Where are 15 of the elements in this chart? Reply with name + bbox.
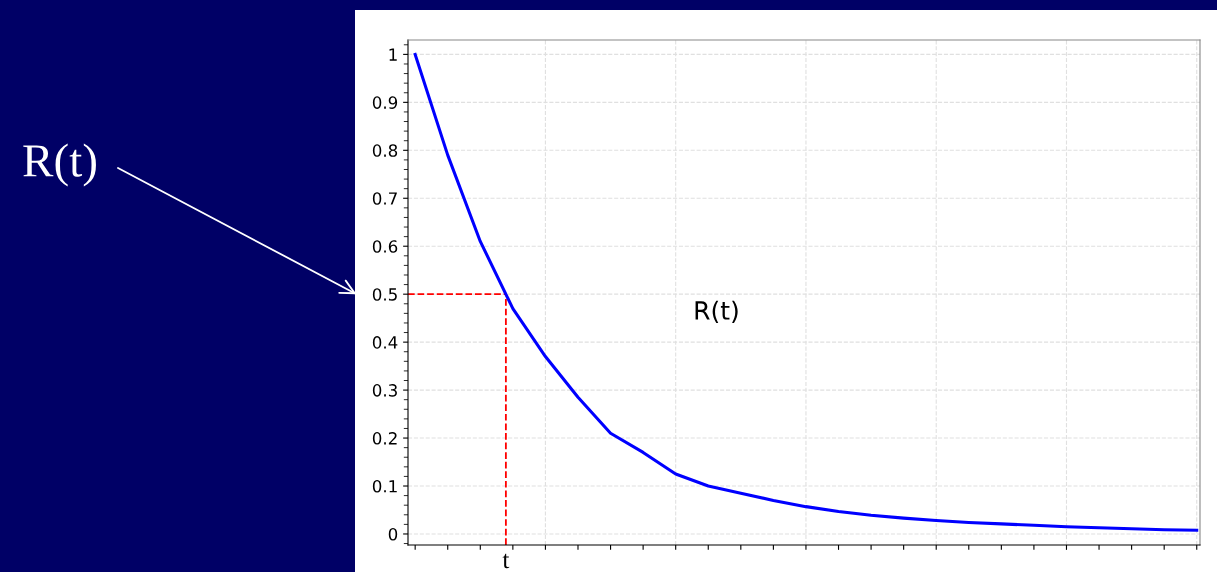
y-tick-label: 0.3 — [372, 384, 397, 397]
line-series — [413, 52, 1199, 532]
text: R(t) — [23, 143, 96, 187]
y-tick-label: 0.1 — [372, 479, 397, 493]
annotation: R(t) — [695, 300, 738, 323]
y-tick-label: 0.8 — [372, 144, 398, 157]
y-tick-label: 0.5 — [372, 288, 397, 301]
y-tick-label: 0.2 — [372, 432, 397, 445]
y-tick-label: 0.6 — [372, 240, 398, 253]
y-tick-label: 0.4 — [372, 336, 398, 349]
y-tick-label: 0 — [388, 527, 398, 541]
text: t — [502, 553, 510, 569]
y-tick-label: 0.7 — [372, 192, 397, 205]
y-tick-label: 1 — [389, 48, 397, 61]
y-tick-label: 0.9 — [372, 96, 398, 109]
